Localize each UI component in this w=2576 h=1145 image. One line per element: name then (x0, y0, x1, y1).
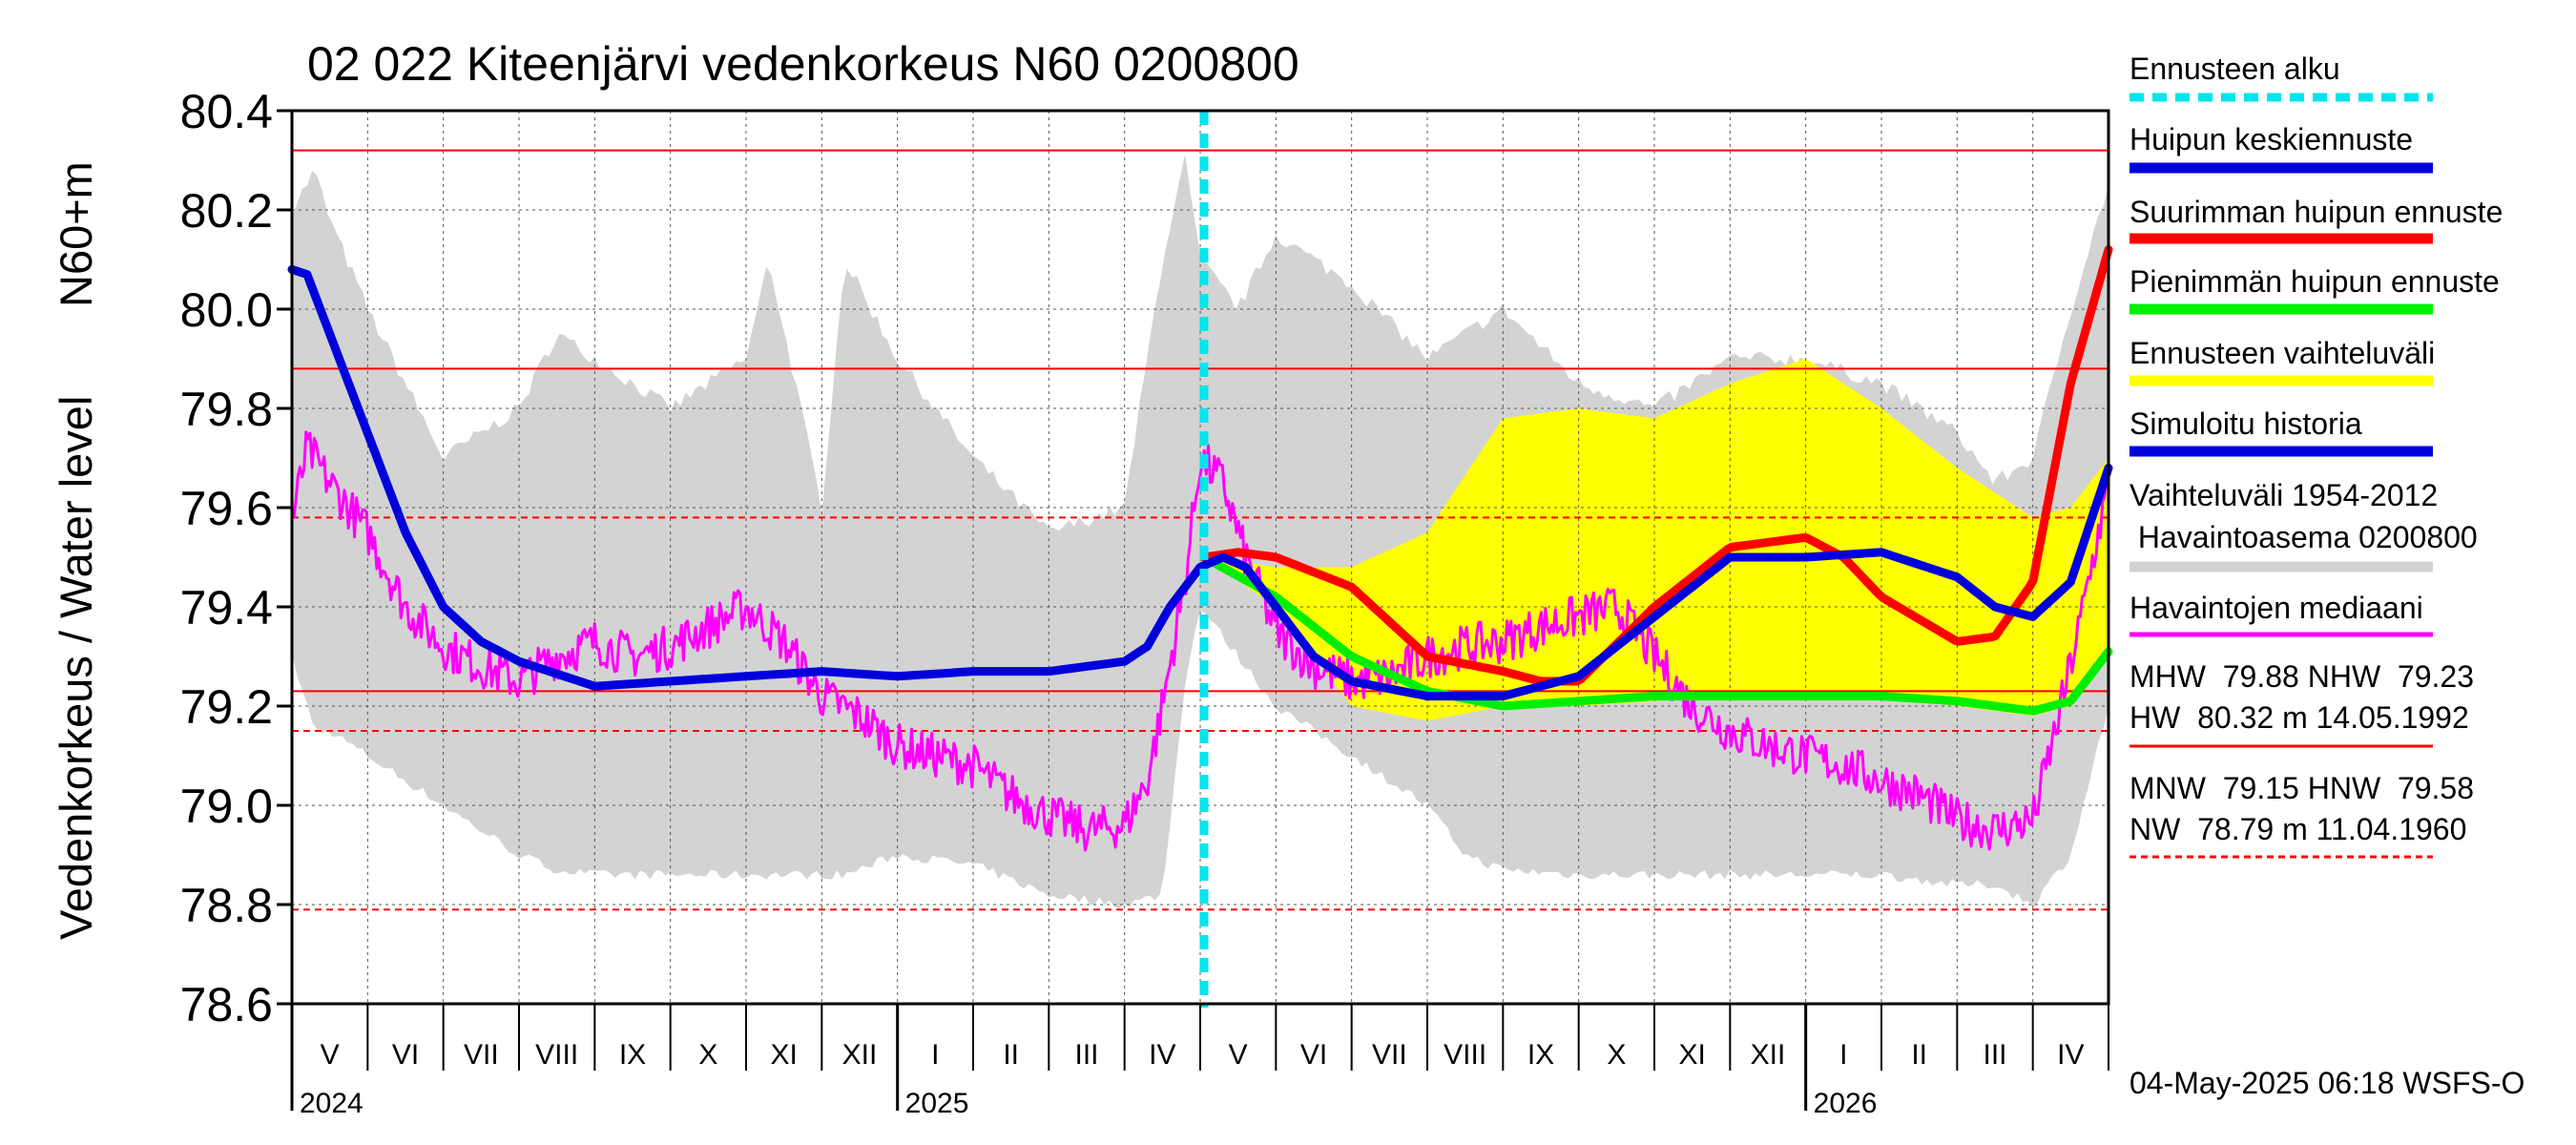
timestamp-footer: 04-May-2025 06:18 WSFS-O (2129, 1066, 2524, 1100)
stats-mnw-hnw: MNW 79.15 HNW 79.58 (2129, 771, 2474, 805)
month-label: X (698, 1039, 717, 1071)
y-tick-label: 78.6 (180, 978, 273, 1031)
month-label: VI (392, 1039, 419, 1071)
year-label: 2024 (300, 1088, 364, 1119)
statistics: MHW 79.88 NHW 79.23 HW 80.32 m 14.05.199… (2129, 659, 2474, 859)
y-tick-label: 79.6 (180, 482, 273, 535)
band-1 (1204, 359, 2109, 721)
y-tick-label: 79.2 (180, 680, 273, 734)
month-label: VII (1372, 1039, 1407, 1071)
legend: Ennusteen alku Huipun keskiennuste Suuri… (2129, 52, 2503, 637)
month-label: II (1911, 1039, 1927, 1071)
y-axis-label: Vedenkorkeus / Water level (51, 396, 101, 940)
y-axis: 78.6 78.8 79.0 79.2 79.4 79.6 79.8 80.0 80.2 80.4 (180, 85, 292, 1031)
month-label: IX (1527, 1039, 1554, 1071)
month-label: VII (464, 1039, 499, 1071)
legend-label-forecast-start: Ennusteen alku (2129, 52, 2340, 86)
month-label: VIII (1444, 1039, 1486, 1071)
month-label: I (931, 1039, 939, 1071)
stats-mhw-nhw: MHW 79.88 NHW 79.23 (2129, 659, 2474, 694)
legend-label-median: Havaintojen mediaani (2129, 591, 2423, 625)
legend-label-hist-range-2: Havaintoasema 0200800 (2129, 520, 2478, 554)
y-axis-unit: N60+m (51, 161, 101, 307)
legend-label-hist-range-1: Vaihteluväli 1954-2012 (2129, 478, 2438, 512)
series-line-3 (1199, 552, 2113, 716)
month-label: IV (1149, 1039, 1175, 1071)
y-tick-label: 80.4 (180, 85, 273, 138)
legend-label-forecast-range: Ennusteen vaihteluväli (2129, 336, 2435, 370)
y-tick-label: 79.8 (180, 383, 273, 436)
legend-label-max-peak: Suurimman huipun ennuste (2129, 195, 2503, 229)
stats-hw: HW 80.32 m 14.05.1992 (2129, 700, 2469, 735)
legend-label-min-peak: Pienimmän huipun ennuste (2129, 264, 2500, 299)
month-label: II (1003, 1039, 1019, 1071)
year-label: 2026 (1814, 1088, 1878, 1119)
y-tick-label: 79.4 (180, 581, 273, 635)
month-label: VIII (535, 1039, 578, 1071)
legend-label-mean-peak: Huipun keskiennuste (2129, 122, 2413, 156)
month-label: III (1983, 1039, 2006, 1071)
month-label: III (1074, 1039, 1098, 1071)
series-line-5 (287, 264, 2113, 701)
month-label: IX (619, 1039, 646, 1071)
x-axis: V VI VII VIII IX X XI XII I II III IV V VI VII VIII IX X X… (290, 1004, 2109, 1119)
month-label: XI (1678, 1039, 1705, 1071)
series-line-4 (1199, 245, 2113, 686)
month-label: I (1839, 1039, 1847, 1071)
year-label: 2025 (905, 1088, 969, 1119)
month-label: V (321, 1039, 340, 1071)
month-label: XII (842, 1039, 878, 1071)
month-label: V (1229, 1039, 1248, 1071)
month-label: XII (1751, 1039, 1786, 1071)
month-label: VI (1300, 1039, 1327, 1071)
plot-area (287, 109, 2113, 1008)
y-tick-label: 80.0 (180, 283, 273, 337)
y-tick-label: 79.0 (180, 780, 273, 833)
stats-nw: NW 78.79 m 11.04.1960 (2129, 812, 2466, 846)
month-label: XI (770, 1039, 797, 1071)
legend-label-simulated: Simuloitu historia (2129, 406, 2362, 441)
chart-title: 02 022 Kiteenjärvi vedenkorkeus N60 0200… (307, 37, 1299, 91)
month-label: IV (2057, 1039, 2084, 1071)
month-label: X (1607, 1039, 1626, 1071)
y-tick-label: 78.8 (180, 879, 273, 932)
series-line-2 (290, 430, 2110, 852)
y-tick-label: 80.2 (180, 184, 273, 238)
